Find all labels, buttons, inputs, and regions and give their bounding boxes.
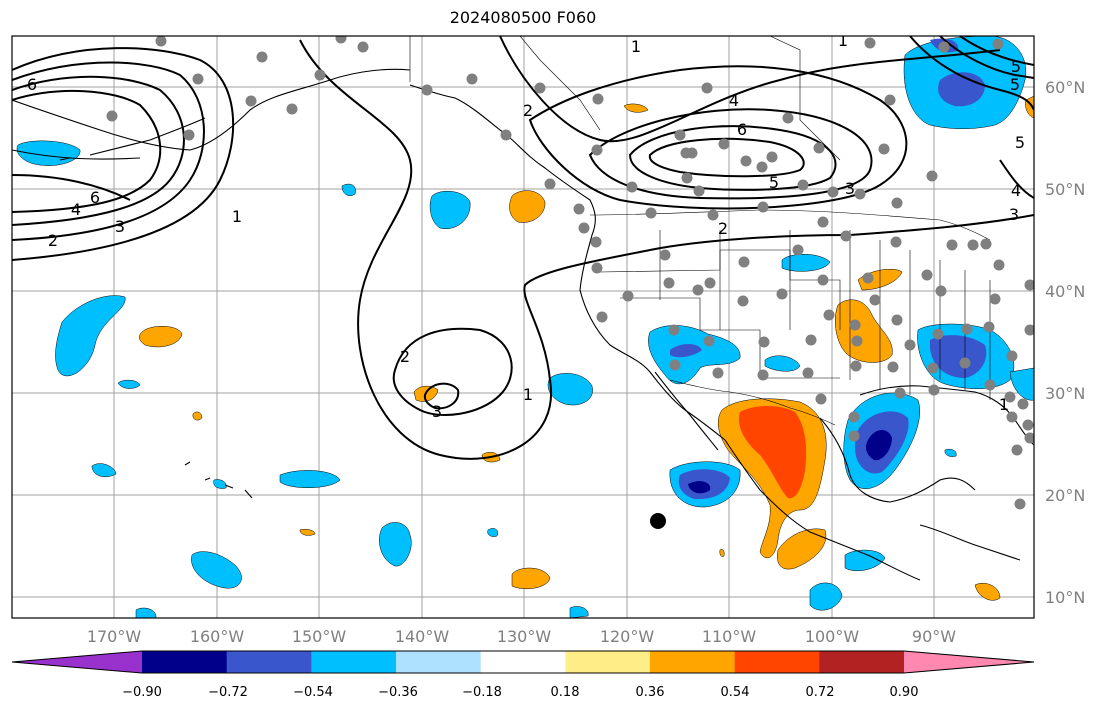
svg-text:170°W: 170°W	[87, 627, 142, 646]
latitude-labels: 60°N 50°N 40°N 30°N 20°N 10°N	[1045, 78, 1085, 607]
svg-text:3: 3	[1009, 205, 1019, 224]
colorbar-extend-low	[12, 651, 142, 673]
map-frame	[11, 35, 1035, 619]
colorbar	[11, 650, 1035, 674]
svg-text:140°W: 140°W	[395, 627, 450, 646]
colorbar-tick-labels: −0.90 −0.72 −0.54 −0.36 −0.18 0.18 0.36 …	[122, 685, 918, 700]
colorbar-segment	[142, 651, 228, 673]
station-dots	[106, 36, 1034, 510]
svg-text:150°W: 150°W	[292, 627, 347, 646]
graticule	[12, 36, 1034, 618]
svg-text:5: 5	[1010, 75, 1020, 94]
contour-labels: 6 1 4 6 3 2 1 2 1 4 6 5 3 2 2 3 1 5 5 4 …	[27, 31, 1025, 421]
longitude-labels: 170°W 160°W 150°W 140°W 130°W 120°W 110°…	[87, 627, 956, 646]
svg-text:1: 1	[523, 385, 533, 404]
svg-text:1: 1	[999, 395, 1009, 414]
colorbar-extend-high	[904, 651, 1034, 673]
svg-text:6: 6	[90, 188, 100, 207]
svg-text:−0.90: −0.90	[122, 685, 162, 700]
colorbar-segment	[226, 651, 312, 673]
svg-text:1: 1	[631, 37, 641, 56]
svg-text:5: 5	[1015, 133, 1025, 152]
positive-anomaly-areas	[139, 95, 1034, 601]
svg-text:30°N: 30°N	[1045, 384, 1085, 403]
colorbar-outline	[11, 650, 1035, 674]
svg-text:0.36: 0.36	[636, 685, 665, 700]
svg-text:110°W: 110°W	[702, 627, 757, 646]
colorbar-segment	[650, 651, 736, 673]
svg-text:1: 1	[232, 207, 242, 226]
svg-text:10°N: 10°N	[1045, 588, 1085, 607]
svg-text:130°W: 130°W	[497, 627, 552, 646]
colorbar-segment	[734, 651, 820, 673]
svg-text:0.90: 0.90	[890, 685, 919, 700]
colorbar-segment	[311, 651, 397, 673]
svg-text:3: 3	[845, 179, 855, 198]
svg-text:0.54: 0.54	[721, 685, 750, 700]
svg-text:4: 4	[729, 91, 739, 110]
coastlines	[12, 68, 1034, 581]
svg-text:6: 6	[27, 75, 37, 94]
svg-text:5: 5	[769, 173, 779, 192]
svg-text:2: 2	[400, 347, 410, 366]
svg-text:1: 1	[838, 31, 848, 50]
svg-text:0.72: 0.72	[806, 685, 835, 700]
svg-text:2: 2	[523, 101, 533, 120]
svg-text:−0.72: −0.72	[208, 685, 248, 700]
svg-text:4: 4	[1011, 181, 1021, 200]
colorbar-segment	[819, 651, 905, 673]
svg-text:160°W: 160°W	[190, 627, 245, 646]
svg-text:2: 2	[48, 231, 58, 250]
svg-text:6: 6	[737, 120, 747, 139]
svg-text:60°N: 60°N	[1045, 78, 1085, 97]
svg-text:90°W: 90°W	[912, 627, 956, 646]
map-title: 2024080500 F060	[449, 8, 597, 27]
svg-text:50°N: 50°N	[1045, 180, 1085, 199]
colorbar-segment	[396, 651, 482, 673]
contour-lines	[12, 36, 1034, 460]
colorbar-segment	[565, 651, 651, 673]
svg-text:4: 4	[71, 200, 81, 219]
colorbar-segment	[480, 651, 566, 673]
svg-text:3: 3	[432, 402, 442, 421]
svg-text:−0.18: −0.18	[462, 685, 502, 700]
svg-text:0.18: 0.18	[551, 685, 580, 700]
svg-text:5: 5	[1011, 57, 1021, 76]
svg-text:40°N: 40°N	[1045, 282, 1085, 301]
svg-text:100°W: 100°W	[805, 627, 860, 646]
svg-text:20°N: 20°N	[1045, 486, 1085, 505]
svg-text:−0.54: −0.54	[293, 685, 333, 700]
svg-text:120°W: 120°W	[600, 627, 655, 646]
svg-text:2: 2	[718, 219, 728, 238]
svg-text:−0.36: −0.36	[378, 685, 418, 700]
svg-text:3: 3	[115, 217, 125, 236]
black-marker-dot	[650, 513, 666, 529]
